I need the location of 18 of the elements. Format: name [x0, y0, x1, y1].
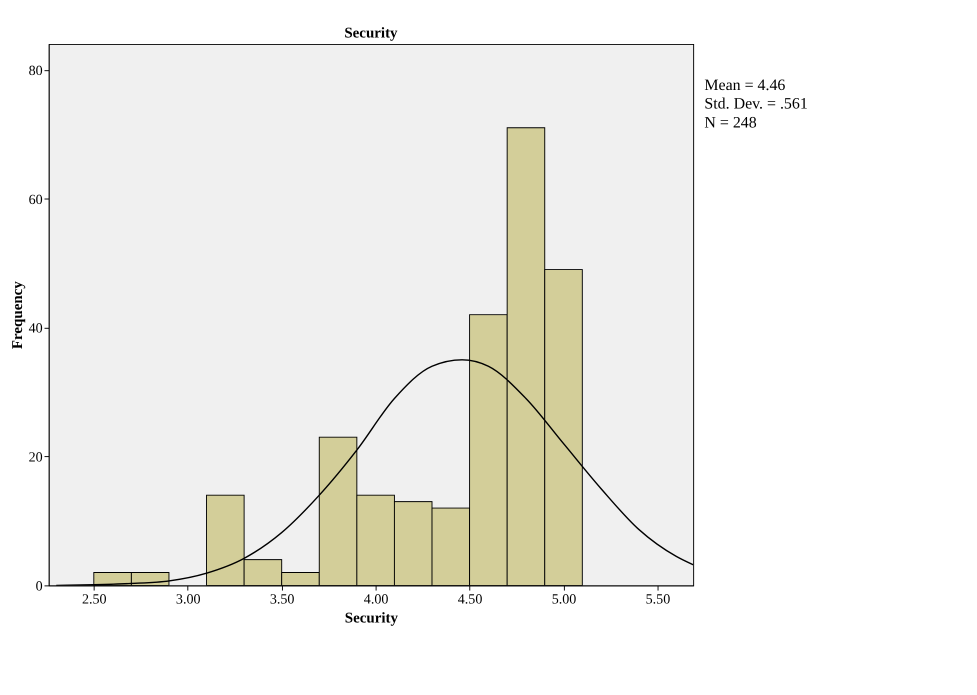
x-tick-label: 3.00	[176, 592, 201, 608]
y-tick-label: 60	[28, 192, 43, 208]
x-tick-label: 4.00	[364, 592, 388, 608]
y-tick-label: 0	[36, 578, 43, 595]
x-axis-title: Security	[344, 610, 399, 626]
text: Mean = 4.46	[704, 76, 786, 94]
x-tick-label: 5.50	[646, 592, 670, 608]
y-axis-title: Frequency	[10, 280, 26, 350]
chart-title: Security	[344, 25, 398, 42]
y-tick-label: 40	[28, 320, 43, 337]
y-tick-label: 20	[28, 450, 43, 466]
text: N = 248	[704, 114, 757, 132]
x-tick-label: 4.50	[458, 592, 482, 608]
x-tick-label: 2.50	[82, 592, 107, 608]
text: Std. Dev. = .561	[704, 96, 808, 113]
y-tick-label: 80	[28, 62, 43, 79]
x-tick-label: 3.50	[270, 592, 294, 608]
x-tick-label: 5.00	[552, 592, 576, 608]
